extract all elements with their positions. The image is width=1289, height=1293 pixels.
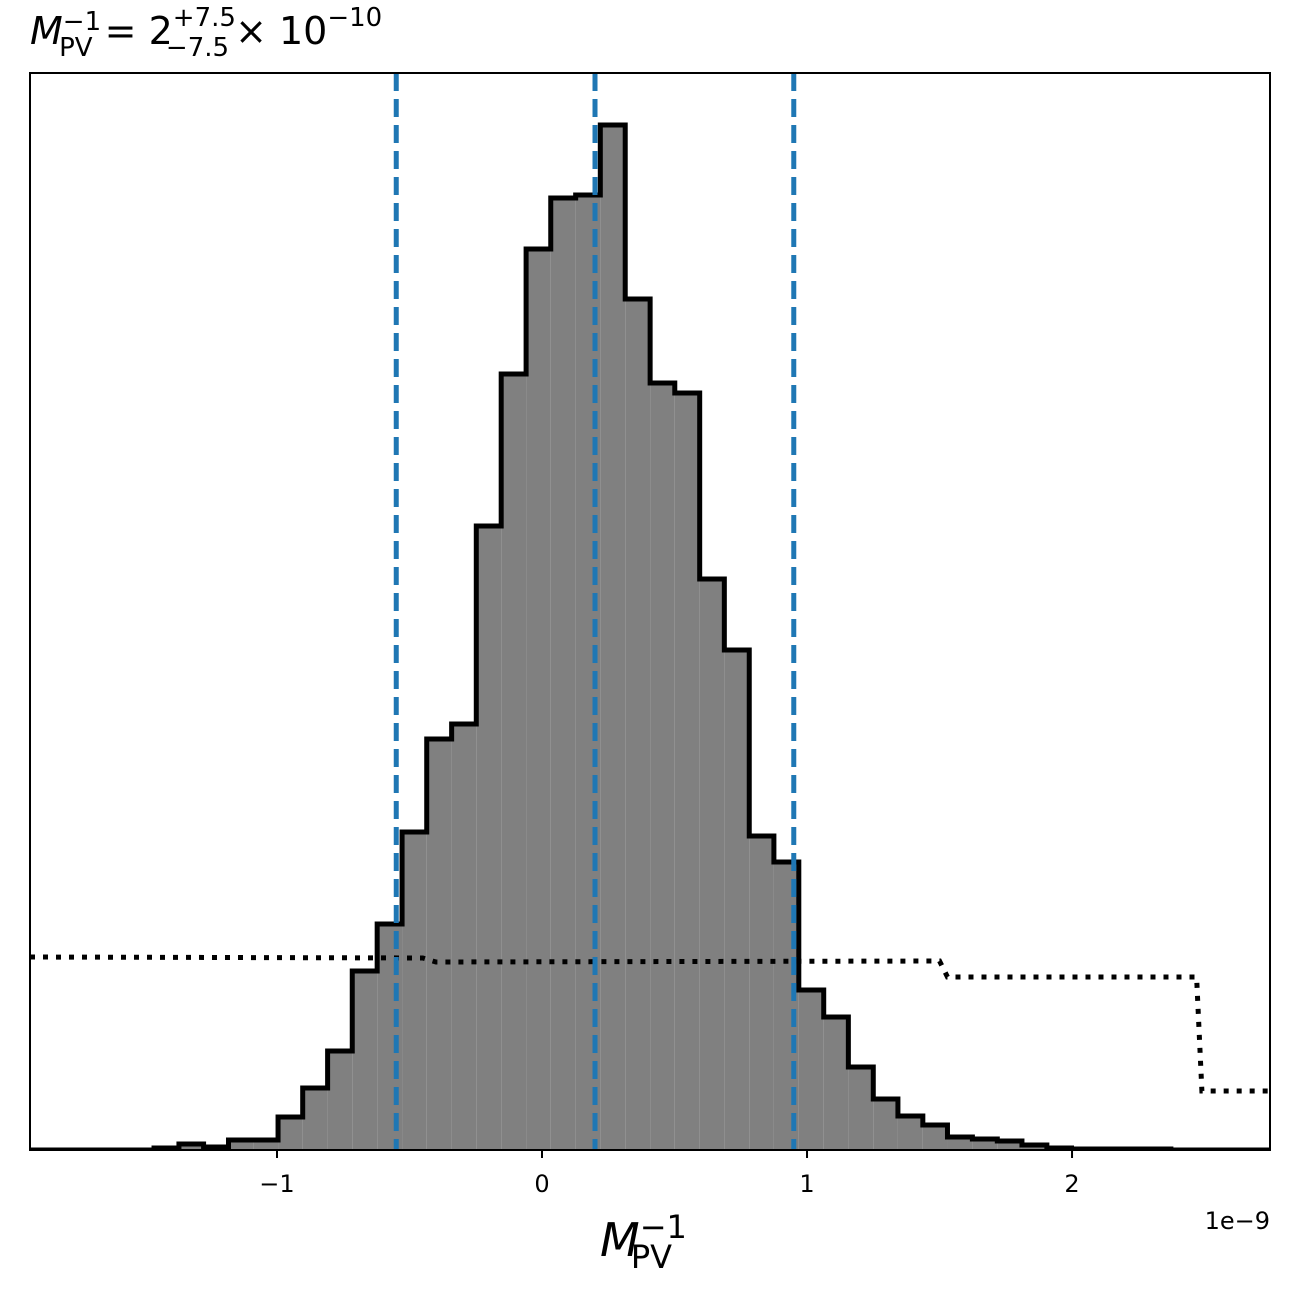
x-offset-label: 1e−9 <box>1205 1207 1270 1235</box>
bar <box>650 383 675 1150</box>
bar <box>749 836 774 1150</box>
bar <box>253 1140 279 1150</box>
bar <box>823 1017 849 1150</box>
chart-title: M−1 PV = 2+7.5 −7.5 × 10−10 <box>30 3 382 63</box>
bar <box>526 249 551 1150</box>
bar <box>724 650 750 1150</box>
bar <box>178 1144 204 1150</box>
bar <box>476 526 502 1150</box>
bar <box>972 1139 998 1150</box>
bar <box>426 739 452 1150</box>
x-tick-label: −1 <box>259 1170 294 1198</box>
bar <box>451 724 477 1150</box>
bar <box>873 1099 898 1150</box>
x-tick-label: 1 <box>799 1170 814 1198</box>
bar <box>278 1117 303 1150</box>
bar <box>352 971 378 1150</box>
bar <box>402 832 427 1150</box>
bar <box>798 990 824 1150</box>
bar <box>922 1125 948 1150</box>
bar <box>228 1140 254 1150</box>
plot-area <box>30 73 1270 1150</box>
bar <box>699 579 725 1150</box>
bar <box>327 1051 353 1150</box>
bar <box>674 393 700 1150</box>
bar <box>625 299 651 1150</box>
bar <box>600 125 626 1150</box>
bar <box>997 1141 1022 1150</box>
bar <box>947 1137 973 1150</box>
bar <box>897 1116 923 1150</box>
bar <box>550 198 576 1150</box>
x-tick-label: 2 <box>1064 1170 1079 1198</box>
axes-frame <box>29 72 1271 1151</box>
bar <box>848 1067 874 1150</box>
x-tick-label: 0 <box>534 1170 549 1198</box>
bar <box>302 1088 328 1150</box>
x-axis-label: M−1 PV <box>600 1208 687 1276</box>
bar <box>501 374 527 1150</box>
histogram-outline <box>30 122 1270 1150</box>
